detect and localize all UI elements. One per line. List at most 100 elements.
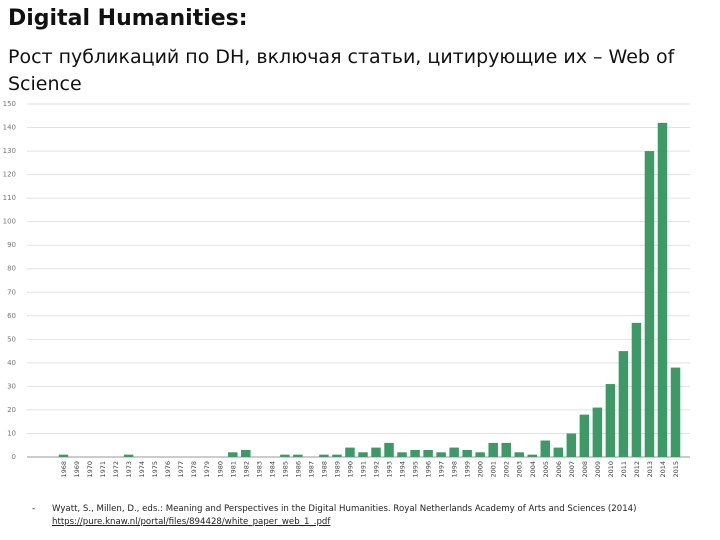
bar-1985	[280, 454, 290, 457]
reference-bullet: -	[32, 504, 36, 514]
bar-2005	[540, 440, 551, 457]
x-tick-label: 1984	[268, 461, 276, 478]
reference-link[interactable]: https://pure.knaw.nl/portal/files/894428…	[52, 517, 331, 527]
bar-2014	[657, 122, 668, 458]
x-tick-label: 2003	[516, 461, 524, 478]
bar-1989	[332, 454, 342, 457]
y-tick-label: 90	[7, 241, 16, 249]
bar-1990	[345, 447, 355, 457]
x-tick-label: 1986	[294, 461, 302, 478]
x-tick-label: 2006	[555, 461, 563, 478]
x-tick-label: 2002	[503, 461, 511, 478]
publications-bar-chart: 0 10 20 30 40 50 60 70 80 90 100 110 120 130 140 150 19…	[0, 98, 720, 490]
x-tick-label: 1980	[216, 461, 224, 478]
bar-1996	[423, 449, 433, 457]
x-tick-label: 1973	[125, 461, 133, 478]
bar-2009	[592, 407, 603, 457]
x-tick-label: 2012	[633, 461, 641, 478]
y-tick-label: 50	[7, 335, 16, 343]
bar-2007	[566, 433, 577, 457]
y-tick-label: 0	[12, 453, 16, 461]
x-tick-label: 1981	[229, 461, 237, 478]
bar-1988	[319, 454, 329, 457]
y-tick-label: 10	[7, 429, 16, 437]
y-tick-label: 60	[7, 312, 16, 320]
y-tick-label: 80	[7, 265, 16, 273]
bar-2012	[631, 322, 642, 457]
bar-2011	[618, 351, 629, 457]
bar-1982	[241, 449, 251, 457]
bar-1993	[384, 442, 394, 457]
x-tick-label: 1972	[112, 461, 120, 478]
y-tick-label: 130	[3, 147, 16, 155]
x-tick-label: 2011	[620, 461, 628, 478]
x-tick-label: 2009	[594, 461, 602, 478]
x-tick-label: 2010	[607, 461, 615, 478]
slide-subtitle: Рост публикаций по DH, включая статьи, ц…	[8, 46, 675, 95]
x-tick-label: 1985	[281, 461, 289, 478]
x-tick-label: 2014	[659, 461, 667, 478]
x-tick-label: 1969	[73, 461, 81, 478]
x-tick-label: 1999	[464, 461, 472, 478]
y-tick-label: 30	[7, 382, 16, 390]
bar-1997	[436, 452, 446, 457]
x-tick-label: 2015	[672, 461, 680, 478]
x-tick-label: 1968	[60, 461, 68, 478]
x-tick-label: 1988	[320, 461, 328, 478]
x-tick-label: 1989	[333, 461, 341, 478]
bar-2001	[488, 442, 498, 457]
x-tick-label: 2000	[477, 461, 485, 478]
x-tick-label: 1982	[242, 461, 250, 478]
bar-1992	[371, 447, 381, 457]
bar-1981	[228, 452, 238, 457]
y-tick-label: 110	[3, 194, 16, 202]
bar-1986	[293, 454, 303, 457]
bar-1999	[462, 449, 472, 457]
bar-1998	[449, 447, 459, 457]
x-tick-label: 1979	[203, 461, 211, 478]
x-tick-label: 2005	[542, 461, 550, 478]
y-tick-label: 150	[3, 100, 16, 108]
x-tick-label: 2004	[529, 461, 537, 478]
bar-series	[58, 122, 681, 458]
bar-2003	[514, 452, 524, 457]
bar-2002	[501, 442, 511, 457]
x-tick-label: 1987	[307, 461, 315, 478]
bar-2008	[579, 414, 590, 457]
bar-2000	[475, 452, 485, 457]
x-tick-label: 1995	[412, 461, 420, 478]
x-tick-label: 2008	[581, 461, 589, 478]
y-tick-label: 100	[3, 218, 16, 226]
bar-1973	[123, 454, 134, 457]
x-axis-ticks: 1968 1969 1970 1971 1972 1973 1974 1975 1976 1977…	[60, 461, 680, 478]
x-tick-label: 1997	[438, 461, 446, 478]
x-tick-label: 1971	[99, 461, 107, 478]
bar-1991	[358, 452, 368, 457]
x-tick-label: 1996	[425, 461, 433, 478]
x-tick-label: 2007	[568, 461, 576, 478]
y-tick-label: 120	[3, 171, 16, 179]
x-tick-label: 2013	[646, 461, 654, 478]
y-tick-label: 40	[7, 359, 16, 367]
bar-1995	[410, 449, 420, 457]
bar-1968	[58, 454, 69, 457]
x-tick-label: 1970	[86, 461, 94, 478]
x-tick-label: 1976	[164, 461, 172, 478]
x-tick-label: 1990	[346, 461, 354, 478]
x-tick-label: 1974	[138, 461, 146, 478]
y-tick-label: 20	[7, 406, 16, 414]
x-tick-label: 1998	[451, 461, 459, 478]
bar-1994	[397, 452, 407, 457]
y-axis-ticks: 0 10 20 30 40 50 60 70 80 90 100 110 120 130 140 150	[3, 100, 16, 461]
x-tick-label: 2001	[490, 461, 498, 478]
bar-2015	[670, 367, 681, 457]
x-tick-label: 1992	[373, 461, 381, 478]
chart-grid	[27, 103, 690, 458]
x-tick-label: 1983	[255, 461, 263, 478]
y-tick-label: 70	[7, 288, 16, 296]
bar-2004	[527, 454, 538, 457]
y-tick-label: 140	[3, 124, 16, 132]
x-tick-label: 1994	[399, 461, 407, 478]
slide-title: Digital Humanities:	[8, 6, 248, 31]
x-tick-label: 1991	[359, 461, 367, 478]
